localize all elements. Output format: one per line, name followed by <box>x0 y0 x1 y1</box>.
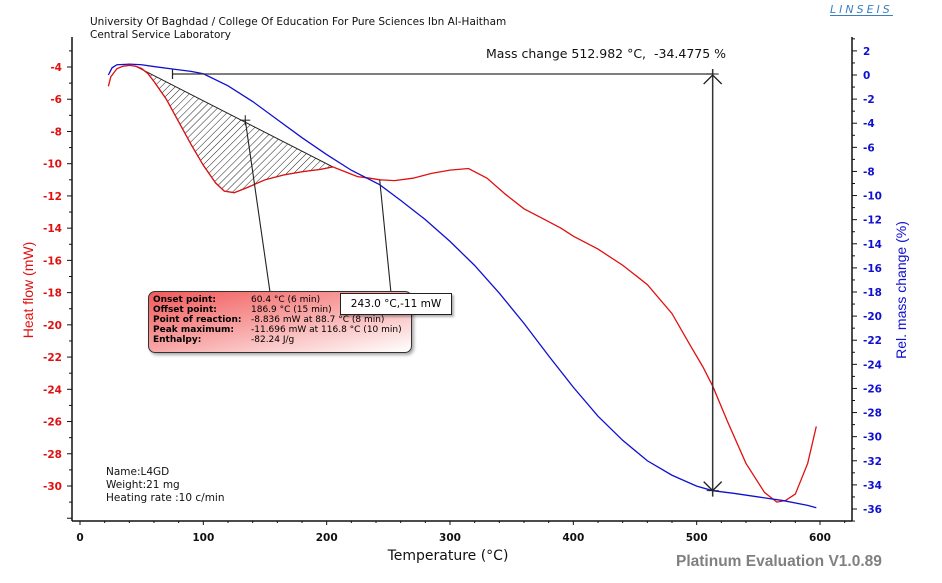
evaluation-value: -82.24 J/g <box>251 335 295 345</box>
evaluation-row: Peak maximum: -11.696 mW at 116.8 °C (10 … <box>153 325 402 335</box>
y-tick-label: -16 <box>43 255 62 267</box>
y-tick-label: -6 <box>50 94 62 106</box>
evaluation-key: Offset point: <box>153 305 217 315</box>
y2-tick-label: -8 <box>863 166 875 178</box>
sample-info: Name:L4GD Weight:21 mg Heating rate :10 … <box>106 466 225 505</box>
mass-change-label: Mass change 512.982 °C, -34.4775 % <box>486 46 727 61</box>
y2-tick-label: -30 <box>863 432 882 444</box>
linseis-logo: LINSEIS <box>830 3 893 16</box>
y2-tick-label: -22 <box>863 335 882 347</box>
evaluation-table: Onset point: 60.4 °C (6 min) Offset point:… <box>153 295 402 345</box>
y2-tick-label: -14 <box>863 239 882 251</box>
y2-tick-label: -2 <box>863 94 875 106</box>
y2-tick-label: -20 <box>863 311 882 323</box>
y-axis-title: Heat flow (mW) <box>20 242 36 338</box>
evaluation-key: Enthalpy: <box>153 335 202 345</box>
y2-tick-label: 0 <box>863 70 870 82</box>
y2-tick-label: 2 <box>863 46 870 58</box>
x-tick-label: 100 <box>192 532 214 544</box>
x-tick-label: 600 <box>809 532 831 544</box>
y2-tick-label: -28 <box>863 408 882 420</box>
point-label-box: 243.0 °C,-11 mW <box>340 293 452 315</box>
header: University Of Baghdad / College Of Educa… <box>90 16 506 42</box>
evaluation-value: -8.836 mW at 88.7 °C (8 min) <box>251 315 385 325</box>
y-tick-label: -12 <box>43 191 62 203</box>
y2-tick-label: -12 <box>863 215 882 227</box>
evaluation-row: Offset point: 186.9 °C (15 min) <box>153 305 402 315</box>
evaluation-value: -11.696 mW at 116.8 °C (10 min) <box>251 325 402 335</box>
evaluation-value: 60.4 °C (6 min) <box>251 295 321 305</box>
x-tick-label: 200 <box>316 532 338 544</box>
x-axis-title: Temperature (°C) <box>387 548 509 564</box>
x-tick-label: 0 <box>76 532 83 544</box>
peak-area-hatch <box>135 65 335 194</box>
arrow-up-icon <box>703 74 723 85</box>
y2-tick-label: -16 <box>863 263 882 275</box>
header-line-1: University Of Baghdad / College Of Educa… <box>90 16 507 28</box>
y-tick-label: -28 <box>43 449 62 461</box>
y2-tick-label: -24 <box>863 359 882 371</box>
evaluation-key: Onset point: <box>153 295 216 305</box>
y2-tick-label: -10 <box>863 191 882 203</box>
y-tick-label: -20 <box>43 320 62 332</box>
header-line-2: Central Service Laboratory <box>90 29 231 41</box>
x-tick-label: 500 <box>686 532 708 544</box>
software-version: Platinum Evaluation V1.0.89 <box>676 553 882 570</box>
info-leader-line <box>244 120 271 293</box>
evaluation-key: Peak maximum: <box>153 325 234 335</box>
y2-tick-label: -18 <box>863 287 882 299</box>
point-leader-line <box>379 179 392 294</box>
y-tick-label: -10 <box>43 159 62 171</box>
y-tick-label: -24 <box>43 384 62 396</box>
y-tick-label: -26 <box>43 417 62 429</box>
series-heat-flow <box>107 64 817 503</box>
evaluation-value: 186.9 °C (15 min) <box>251 305 332 315</box>
evaluation-row: Point of reaction: -8.836 mW at 88.7 °C (… <box>153 315 402 325</box>
y2-axis-title: Rel. mass change (%) <box>893 221 909 359</box>
y-tick-label: -22 <box>43 352 62 364</box>
y-tick-label: -30 <box>43 481 62 493</box>
y-tick-label: -8 <box>50 126 62 138</box>
axis-labels: 0 100 200 300 400 500 600 -4 -6 -8 -10 -12 -14 -16 -18… <box>20 46 909 564</box>
y2-tick-label: -6 <box>863 142 875 154</box>
series-mass-change <box>107 63 817 509</box>
annotations <box>171 69 723 497</box>
sample-weight: Weight:21 mg <box>106 479 180 491</box>
sample-name: Name:L4GD <box>106 466 170 478</box>
axes <box>67 37 857 525</box>
y-tick-label: -14 <box>43 223 62 235</box>
y2-tick-label: -32 <box>863 456 882 468</box>
evaluation-key: Point of reaction: <box>153 315 242 325</box>
evaluation-row: Onset point: 60.4 °C (6 min) <box>153 295 402 305</box>
sample-heating-rate: Heating rate :10 c/min <box>106 492 225 504</box>
y-tick-label: -4 <box>50 62 62 74</box>
y2-tick-label: -36 <box>863 504 882 516</box>
evaluation-row: Enthalpy: -82.24 J/g <box>153 335 402 345</box>
x-tick-label: 300 <box>439 532 461 544</box>
y-tick-label: -18 <box>43 288 62 300</box>
x-tick-label: 400 <box>562 532 584 544</box>
y2-tick-label: -26 <box>863 383 882 395</box>
y2-tick-label: -4 <box>863 118 875 130</box>
y2-tick-label: -34 <box>863 480 882 492</box>
